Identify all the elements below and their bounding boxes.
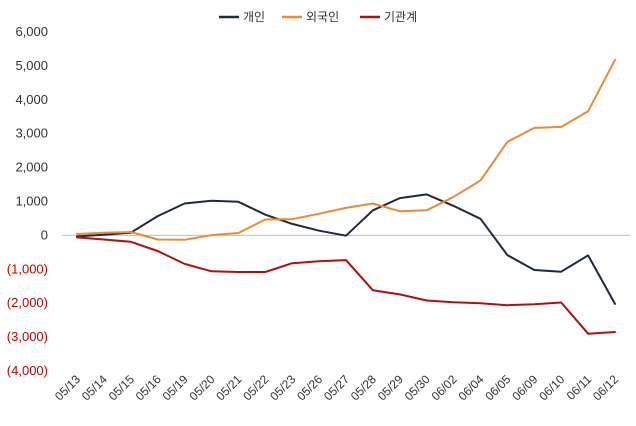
x-tick-label: 05/19: [160, 372, 191, 403]
x-tick-label: 06/04: [455, 372, 486, 403]
legend: 개인 외국인 기관계: [219, 10, 417, 24]
legend-label: 기관계: [384, 10, 417, 24]
x-tick-label: 06/12: [590, 372, 621, 403]
y-axis: 6,000 5,000 4,000 3,000 2,000 1,000 0 (1,000) (2…: [7, 24, 48, 378]
y-tick-label: (3,000): [7, 329, 48, 344]
x-tick-label: 06/02: [429, 372, 460, 403]
x-tick-label: 05/14: [79, 372, 110, 403]
x-tick-label: 05/16: [133, 372, 164, 403]
x-tick-label: 05/13: [52, 372, 83, 403]
y-tick-label: 0: [41, 227, 48, 242]
series-line-1: [76, 193, 616, 305]
y-tick-label: (2,000): [7, 295, 48, 310]
x-tick-label: 05/26: [294, 372, 325, 403]
x-tick-label: 05/27: [321, 372, 352, 403]
series-line-2: [76, 58, 616, 241]
x-tick-label: 05/28: [348, 372, 379, 403]
x-tick-label: 05/30: [402, 372, 433, 403]
x-tick-label: 06/09: [509, 372, 540, 403]
x-tick-label: 05/15: [106, 372, 137, 403]
series-line-3: [76, 236, 616, 335]
legend-label: 외국인: [306, 10, 339, 24]
series-lines: [76, 58, 616, 335]
x-tick-label: 06/10: [536, 372, 567, 403]
y-tick-label: 2,000: [15, 160, 48, 175]
y-tick-label: (1,000): [7, 261, 48, 276]
y-tick-label: (4,000): [7, 363, 48, 378]
y-tick-label: 6,000: [15, 24, 48, 39]
y-tick-label: 5,000: [15, 58, 48, 73]
x-tick-label: 05/20: [186, 372, 217, 403]
x-axis: 05/1305/1405/1505/1605/1905/2005/2105/22…: [52, 372, 621, 403]
y-tick-label: 4,000: [15, 92, 48, 107]
x-tick-label: 05/29: [375, 372, 406, 403]
x-tick-label: 06/11: [564, 372, 595, 403]
x-tick-label: 05/22: [240, 372, 271, 403]
x-tick-label: 05/23: [267, 372, 298, 403]
x-tick-label: 06/05: [482, 372, 513, 403]
legend-label: 개인: [243, 10, 265, 24]
y-tick-label: 3,000: [15, 126, 48, 141]
x-tick-label: 05/21: [213, 372, 244, 403]
y-tick-label: 1,000: [15, 194, 48, 209]
